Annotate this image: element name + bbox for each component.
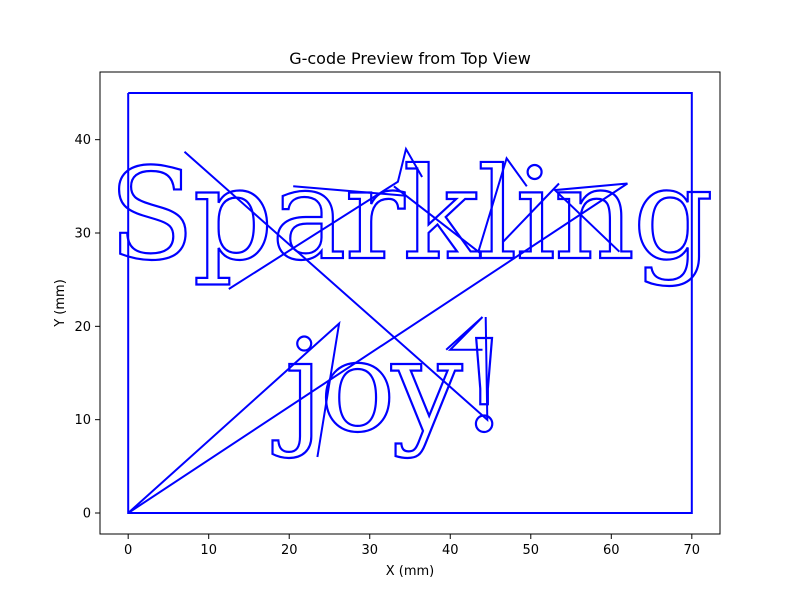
x-tick-label: 10	[200, 543, 217, 558]
toolpath-travel-4	[228, 146, 423, 290]
x-axis-ticks: 0 10 20 30 40 50 60 70	[124, 534, 700, 558]
toolpath-travel-5	[393, 156, 528, 254]
engraved-text-line-2: joy!	[272, 313, 506, 460]
x-tick-label: 0	[124, 543, 132, 558]
toolpath-travel-6	[293, 185, 407, 197]
y-tick-label: 10	[74, 413, 91, 428]
toolpath-travel-3	[183, 151, 489, 422]
x-tick-label: 50	[523, 543, 540, 558]
engraved-text-layer: Sparkling joy!	[107, 140, 714, 461]
y-axis-label: Y (mm)	[53, 279, 68, 328]
x-axis-label: X (mm)	[386, 564, 435, 579]
y-tick-label: 0	[83, 507, 91, 522]
x-tick-label: 30	[361, 543, 378, 558]
y-tick-label: 20	[74, 320, 91, 335]
plot-area	[99, 71, 721, 535]
y-axis-ticks: 0 10 20 30 40	[74, 133, 100, 522]
y-tick-label: 30	[74, 227, 91, 242]
toolpath-travel-1	[127, 320, 341, 514]
toolpath-travel-2	[127, 182, 628, 514]
toolpath-travel-7	[445, 316, 484, 351]
y-tick-label: 40	[74, 133, 91, 148]
toolpath-travel-8	[501, 182, 560, 243]
x-tick-label: 70	[684, 543, 701, 558]
series-layer	[127, 92, 693, 514]
toolpath-border	[127, 92, 693, 514]
x-tick-label: 60	[603, 543, 620, 558]
x-tick-label: 20	[281, 543, 298, 558]
chart-title: G-code Preview from Top View	[289, 49, 531, 68]
engraved-text-line-1: Sparkling	[108, 141, 711, 288]
x-tick-label: 40	[442, 543, 459, 558]
